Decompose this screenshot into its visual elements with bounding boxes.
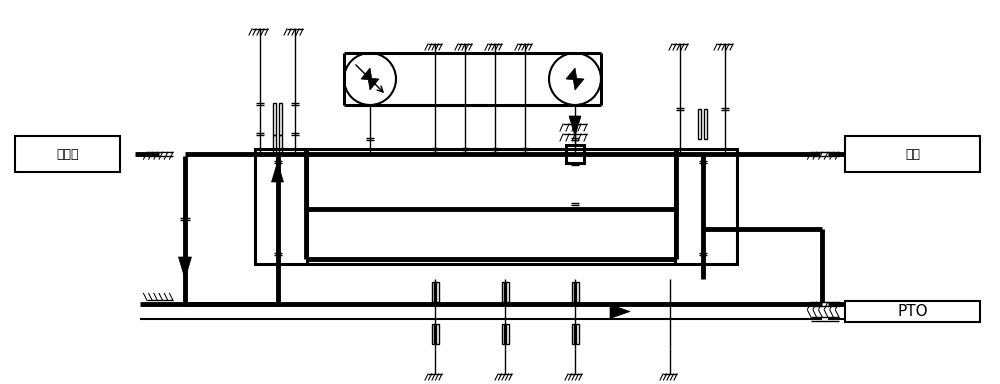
- Bar: [279, 103, 282, 135]
- Bar: [572, 282, 574, 302]
- Text: 车桥: 车桥: [905, 147, 920, 161]
- Bar: [576, 324, 578, 344]
- Bar: [502, 324, 504, 344]
- Polygon shape: [573, 78, 584, 90]
- Bar: [273, 135, 276, 153]
- Bar: [279, 135, 282, 153]
- Bar: [506, 324, 509, 344]
- Polygon shape: [272, 162, 284, 182]
- Polygon shape: [178, 257, 192, 279]
- Bar: [698, 109, 701, 139]
- Bar: [572, 324, 574, 344]
- Polygon shape: [361, 68, 372, 80]
- Polygon shape: [569, 116, 581, 136]
- Polygon shape: [368, 78, 379, 90]
- Bar: [845, 136, 980, 172]
- Polygon shape: [566, 68, 577, 80]
- Bar: [506, 282, 509, 302]
- Bar: [576, 282, 578, 302]
- Polygon shape: [610, 305, 630, 318]
- Bar: [436, 282, 438, 302]
- Bar: [273, 103, 276, 135]
- Bar: [675, 149, 737, 264]
- Bar: [432, 324, 434, 344]
- Bar: [255, 149, 307, 264]
- Bar: [845, 301, 980, 322]
- Bar: [432, 282, 434, 302]
- Bar: [704, 109, 707, 139]
- Text: PTO: PTO: [897, 304, 928, 319]
- Bar: [566, 145, 584, 163]
- Bar: [436, 324, 438, 344]
- Text: 发动机: 发动机: [56, 147, 79, 161]
- Bar: [502, 282, 504, 302]
- Bar: [15, 136, 120, 172]
